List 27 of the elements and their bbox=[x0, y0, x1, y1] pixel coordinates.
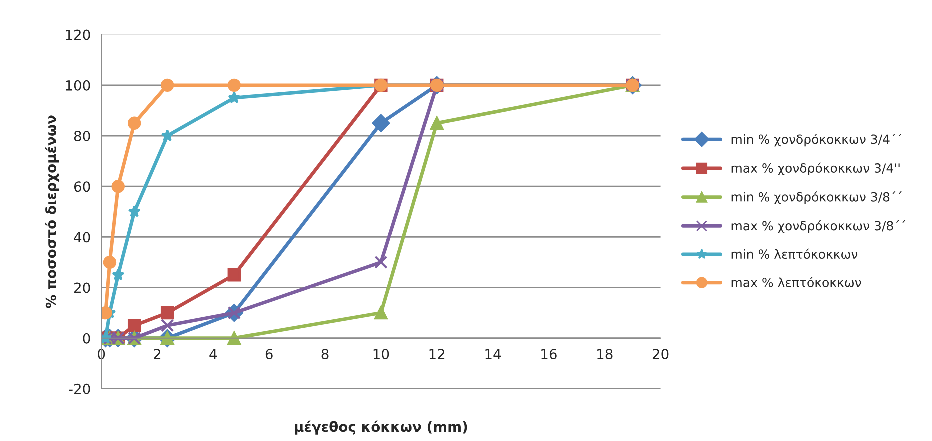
x-tick-label: 16 bbox=[542, 349, 557, 360]
legend-label: max % χονδρόκοκκων 3/4'' bbox=[732, 162, 900, 176]
y-tick-label: 120 bbox=[66, 30, 90, 40]
x-tick-label: 2 bbox=[154, 349, 161, 360]
legend-label: max % χονδρόκοκκων 3/8΄΄ bbox=[732, 220, 906, 234]
x-tick-label: 4 bbox=[210, 349, 218, 360]
x-tick-label: 6 bbox=[266, 349, 273, 360]
x-tick-label: 12 bbox=[430, 349, 445, 360]
x-axis-title: μέγεθος κόκκων (mm) bbox=[295, 420, 468, 435]
y-tick-label: 40 bbox=[74, 232, 90, 243]
legend-label: min % λεπτόκοκκων bbox=[732, 248, 858, 260]
y-tick-label: -20 bbox=[69, 384, 90, 394]
x-tick-label: 8 bbox=[322, 349, 329, 360]
legend-label: min % χονδρόκοκκων 3/8΄΄ bbox=[732, 192, 902, 204]
y-tick-label: 60 bbox=[74, 182, 90, 192]
x-tick-label: 10 bbox=[374, 349, 390, 360]
legend-label: min % χονδρόκοκκων 3/4΄΄ bbox=[732, 134, 902, 147]
x-tick-label: 18 bbox=[598, 349, 613, 360]
x-tick-label: 20 bbox=[652, 349, 669, 360]
y-axis-title: % ποσοστό διερχομένων bbox=[45, 116, 60, 308]
y-tick-label: 80 bbox=[74, 130, 90, 142]
x-tick-label: 14 bbox=[486, 349, 502, 360]
x-tick-label: 0 bbox=[98, 349, 106, 360]
legend-label: max % λεπτόκοκκων bbox=[732, 277, 862, 288]
y-tick-label: 100 bbox=[66, 80, 90, 91]
y-tick-label: 20 bbox=[74, 282, 90, 294]
y-tick-label: 0 bbox=[83, 333, 90, 344]
